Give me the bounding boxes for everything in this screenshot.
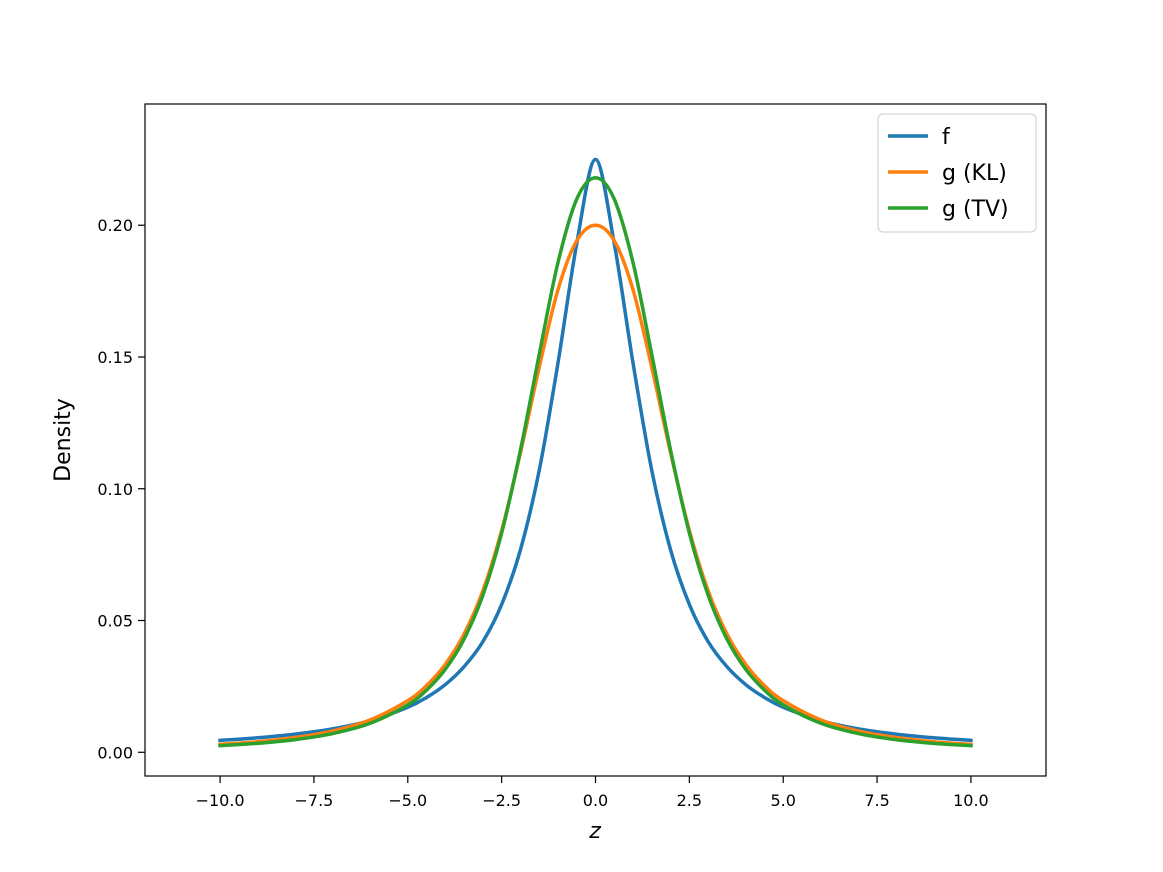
series-line-0 — [218, 157, 973, 743]
legend-box — [877, 113, 1037, 233]
y-tick-label: 0.20 — [97, 216, 133, 235]
y-axis: 0.00 0.05 0.10 0.15 0.20 — [97, 216, 145, 762]
x-tick-label: 5.0 — [770, 791, 795, 810]
x-tick-label: −10.0 — [196, 791, 245, 810]
y-tick-label: 0.10 — [97, 480, 133, 499]
series-line-2 — [218, 176, 973, 748]
x-tick-label: −7.5 — [295, 791, 334, 810]
x-tick-label: 7.5 — [864, 791, 889, 810]
legend-label-0: f — [942, 125, 951, 150]
y-tick-label: 0.15 — [97, 348, 133, 367]
x-tick-label: −2.5 — [482, 791, 521, 810]
x-tick-label: −5.0 — [388, 791, 427, 810]
series-line-1 — [218, 223, 973, 747]
legend-label-2: g (TV) — [942, 197, 1009, 222]
x-tick-label: 2.5 — [677, 791, 702, 810]
y-tick-label: 0.00 — [97, 743, 133, 762]
legend-label-1: g (KL) — [942, 161, 1007, 186]
x-axis-label: z — [588, 819, 601, 844]
y-axis-label: Density — [51, 398, 76, 482]
y-tick-label: 0.05 — [97, 612, 133, 631]
x-tick-label: 0.0 — [583, 791, 608, 810]
x-axis: −10.0 −7.5 −5.0 −2.5 0.0 2.5 5.0 7.5 10.0 — [196, 776, 989, 810]
series-layer — [218, 157, 973, 748]
legend: f g (KL) g (TV) — [877, 113, 1037, 233]
x-tick-label: 10.0 — [953, 791, 989, 810]
